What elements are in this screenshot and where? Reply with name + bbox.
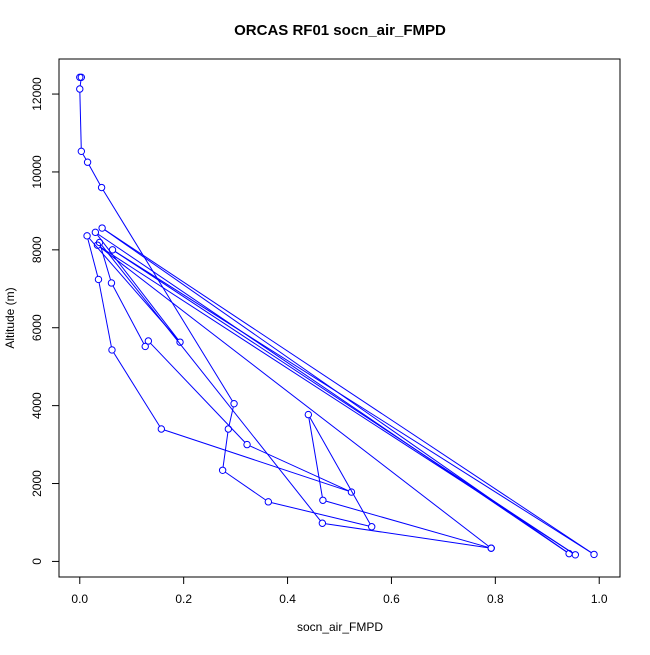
series-segment [325,523,489,549]
y-tick-label: 4000 [30,392,44,419]
series-segment [104,229,567,553]
data-point [95,238,104,247]
data-point [487,544,495,552]
x-tick-label: 0.2 [175,592,192,606]
data-point [571,551,580,559]
series-segment [309,417,371,525]
x-tick-label: 1.0 [591,592,608,606]
data-point [77,147,86,156]
data-point [319,496,327,504]
data-point [91,228,100,237]
series-segment [164,429,349,492]
x-tick-label: 0.0 [71,592,88,606]
series-segment [82,153,87,160]
x-tick-label: 0.6 [383,592,400,606]
series-segment [325,500,489,548]
data-point [108,246,117,254]
series-segment [271,502,369,527]
data-point [176,338,184,346]
series-segment [87,238,99,277]
series-segment [99,246,489,547]
data-point [565,549,573,558]
series-segment [88,164,101,185]
series-segment [101,244,321,522]
series-segment [99,245,112,281]
series-segment [222,432,229,468]
y-tick-label: 0 [30,558,44,565]
data-point [318,519,327,527]
x-tick-label: 0.8 [487,592,504,606]
series-segment [97,233,567,553]
series-segment [113,352,161,427]
y-axis-label: Altitude (m) [3,287,17,348]
data-point [141,342,149,351]
data-point [304,410,313,419]
plot-frame [58,58,621,578]
data-point [76,85,84,93]
series-segment [79,92,82,149]
series-segment [102,189,233,402]
series-segment [308,417,323,498]
x-axis-label: socn_air_FMPD [297,620,383,634]
data-point [218,466,227,474]
data-point [83,158,92,166]
data-point [157,425,166,433]
data-point [94,275,103,284]
series-segment [79,80,82,86]
data-point [107,279,116,287]
data-point [347,488,356,496]
data-point [108,346,116,354]
series-segment [104,229,592,554]
series-segment [249,445,349,492]
data-point [590,550,598,559]
x-tick-label: 0.4 [279,592,296,606]
series-segment [224,471,266,501]
series-segment [98,282,112,347]
data-point [224,425,233,433]
data-point [368,523,376,531]
data-point [77,73,86,82]
y-tick-label: 2000 [30,470,44,497]
data-series [76,73,598,559]
data-point [144,337,153,345]
y-axis: 0 2000 4000 6000 8000 10000 12000 [30,77,60,565]
series-segment [112,285,145,344]
data-point [83,232,91,240]
y-tick-label: 6000 [30,314,44,341]
y-tick-label: 12000 [30,77,44,111]
data-point [230,399,238,408]
y-tick-label: 10000 [30,155,44,189]
data-point [264,498,273,506]
chart-title: ORCAS RF01 socn_air_FMPD [234,22,446,39]
y-tick-label: 8000 [30,236,44,263]
data-point [97,183,106,192]
data-point [98,224,106,232]
data-point [243,440,251,449]
series-segment [114,251,592,554]
x-axis: 0.0 0.2 0.4 0.6 0.8 1.0 [71,576,608,606]
